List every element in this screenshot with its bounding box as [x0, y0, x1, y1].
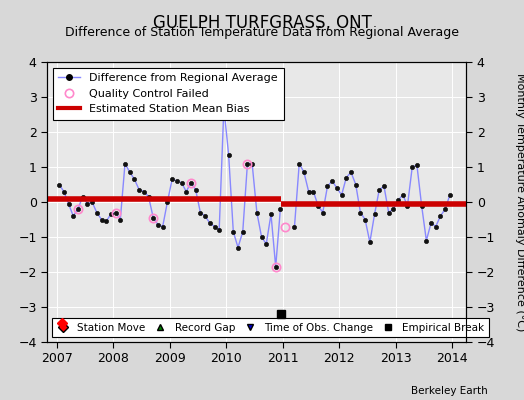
- Text: Difference of Station Temperature Data from Regional Average: Difference of Station Temperature Data f…: [65, 26, 459, 39]
- Text: Berkeley Earth: Berkeley Earth: [411, 386, 487, 396]
- Text: GUELPH TURFGRASS, ONT: GUELPH TURFGRASS, ONT: [152, 14, 372, 32]
- Y-axis label: Monthly Temperature Anomaly Difference (°C): Monthly Temperature Anomaly Difference (…: [515, 73, 524, 331]
- Legend: Station Move, Record Gap, Time of Obs. Change, Empirical Break: Station Move, Record Gap, Time of Obs. C…: [52, 318, 489, 337]
